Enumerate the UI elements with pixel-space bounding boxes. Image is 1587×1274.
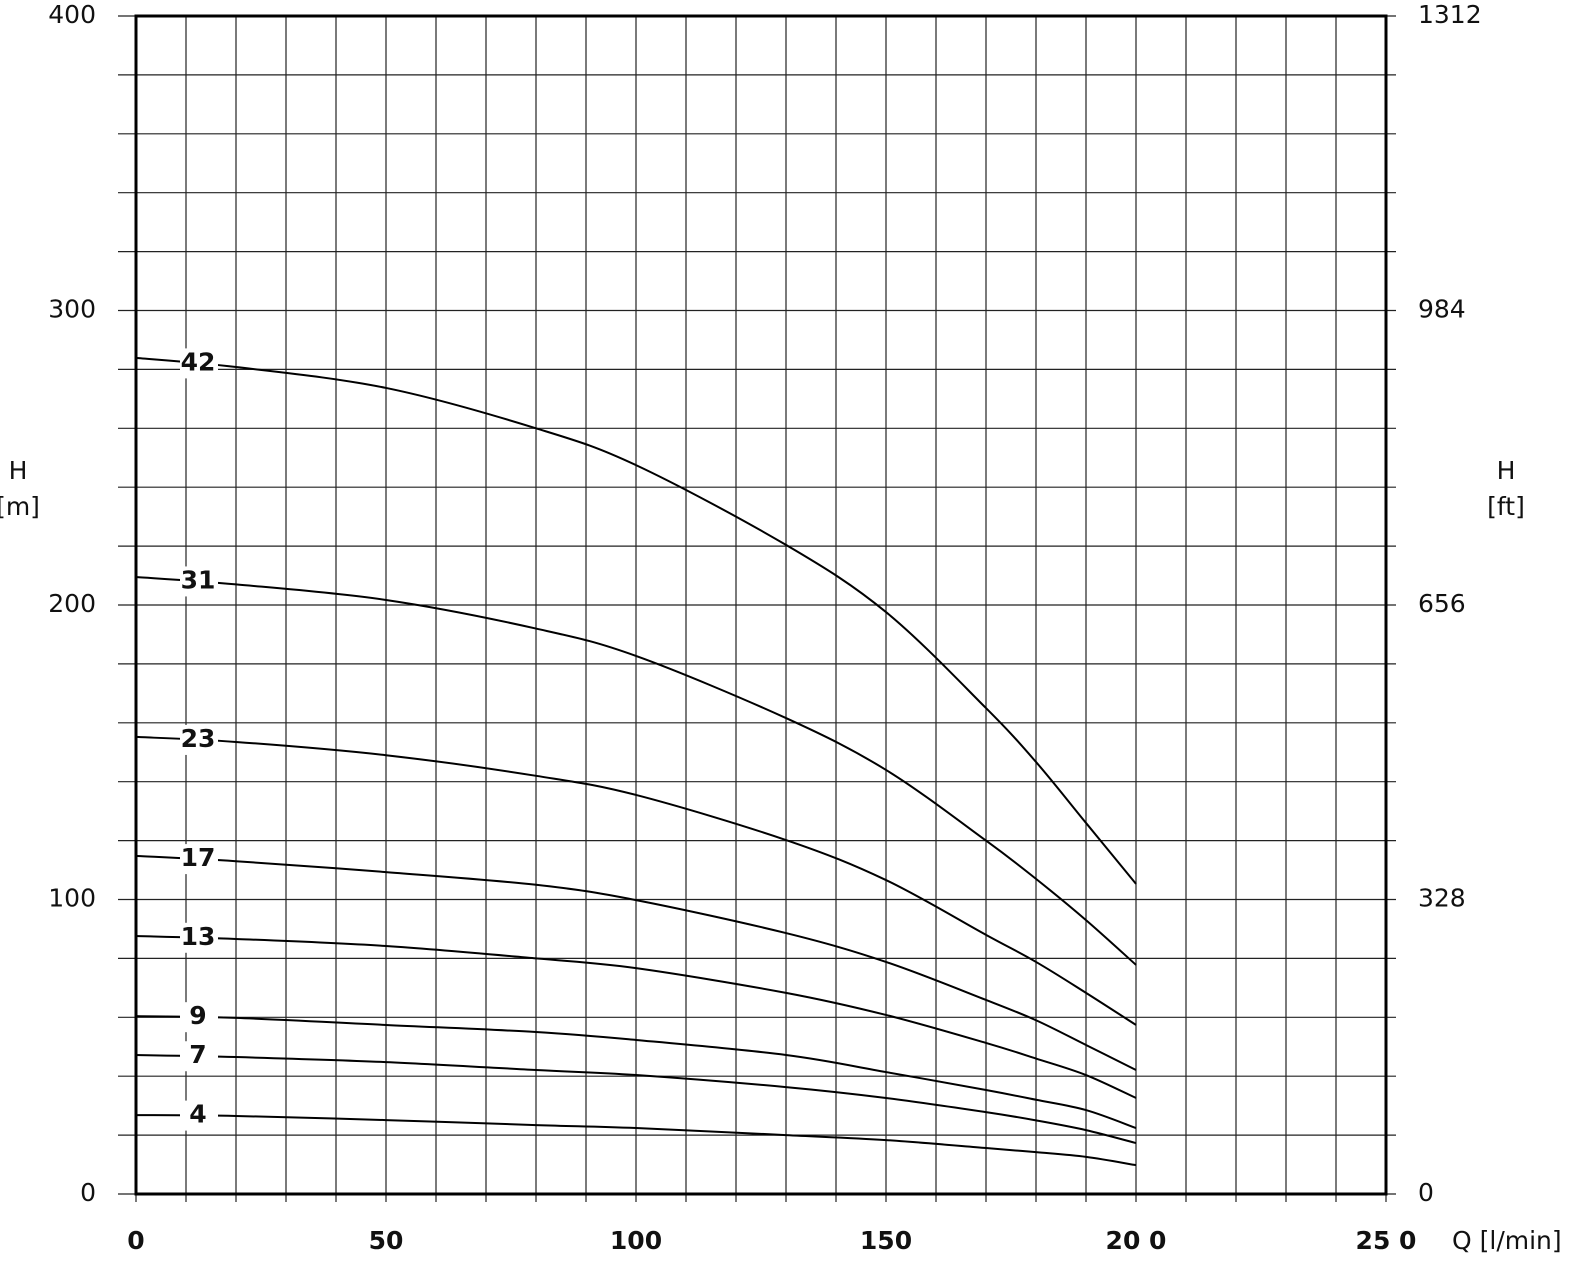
- y-tick-label: 0: [80, 1178, 96, 1207]
- curve-label: 17: [181, 843, 216, 872]
- y2-tick-label: 1312: [1418, 0, 1482, 29]
- curve-label-bg: [180, 348, 218, 379]
- pump-curve: [135, 735, 1137, 1026]
- x-tick-label: 100: [610, 1226, 662, 1255]
- x-tick-label: 25 0: [1356, 1226, 1417, 1255]
- pump-curve: [135, 935, 1137, 1099]
- y2-tick-label: 656: [1418, 589, 1466, 618]
- pump-curve: [135, 1015, 1137, 1129]
- x-tick-label: 20 0: [1106, 1226, 1167, 1255]
- curve-label-bg: [180, 1100, 218, 1131]
- y2-label: H: [1497, 456, 1516, 485]
- pump-curve: [135, 356, 1137, 885]
- y-label: H: [9, 456, 28, 485]
- curve-label-bg: [180, 1041, 218, 1072]
- y-tick-label: 100: [48, 884, 96, 913]
- pump-curve: [135, 854, 1137, 1071]
- curve-label: 31: [181, 565, 216, 594]
- x-tick-label: 0: [127, 1226, 144, 1255]
- y-tick-label: 200: [48, 589, 96, 618]
- y2-unit: [ft]: [1487, 492, 1525, 521]
- curve-label: 13: [181, 922, 216, 951]
- y2-tick-label: 328: [1418, 884, 1466, 913]
- curve-label-bg: [180, 844, 218, 875]
- curve-label: 4: [189, 1100, 206, 1129]
- x-label: Q [l/min]: [1452, 1226, 1562, 1255]
- curve-label-bg: [180, 566, 218, 597]
- curve-label: 42: [181, 347, 216, 376]
- plot-frame: [134, 14, 1388, 1196]
- y2-tick-label: 984: [1418, 295, 1466, 324]
- pump-curve: [135, 1114, 1137, 1167]
- curve-label-bg: [180, 724, 218, 755]
- y2-tick-label: 0: [1418, 1178, 1434, 1207]
- x-tick-label: 50: [369, 1226, 404, 1255]
- curve-label-bg: [180, 922, 218, 953]
- y-unit: [m]: [0, 492, 40, 521]
- curve-label-bg: [180, 1002, 218, 1033]
- curve-label: 7: [189, 1040, 206, 1069]
- curve-label: 9: [189, 1001, 206, 1030]
- pump-curve: [135, 1054, 1137, 1145]
- curve-label: 23: [181, 724, 216, 753]
- y-tick-label: 400: [48, 0, 96, 29]
- pump-curve: [135, 576, 1137, 966]
- x-tick-label: 150: [860, 1226, 912, 1255]
- y-tick-label: 300: [48, 295, 96, 324]
